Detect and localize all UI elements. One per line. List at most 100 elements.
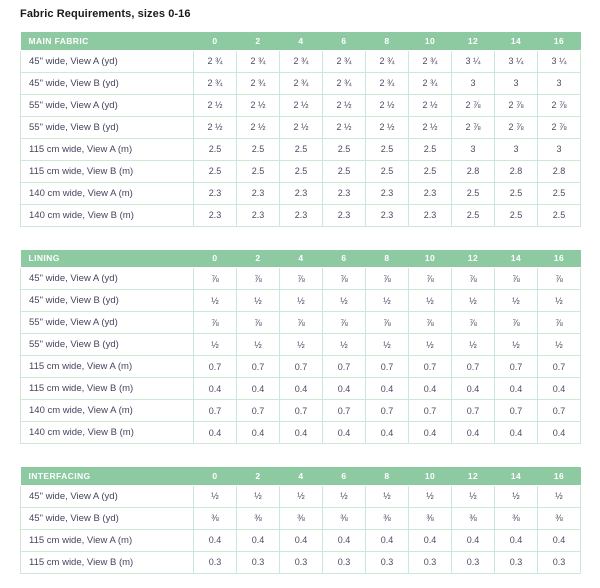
value-cell: 2 ¾ (408, 71, 452, 95)
value-cell: 0.7 (236, 399, 280, 422)
value-cell: ⅜ (408, 506, 452, 530)
value-cell: 2 ¾ (236, 71, 280, 95)
table-name-cell: INTERFACING (20, 467, 194, 486)
value-cell: ½ (322, 289, 366, 312)
value-cell: ½ (236, 484, 280, 508)
table-row: 115 cm wide, View B (m) 0.3 0.3 0.3 0.3 0.3 0.… (20, 550, 581, 574)
value-cell: 2.3 (236, 181, 280, 205)
value-cell: 2.5 (537, 181, 581, 205)
value-cell: 2.3 (408, 181, 452, 205)
value-cell: 0.4 (279, 421, 323, 444)
value-cell: 2 ⅞ (494, 115, 538, 139)
size-header-cell: 16 (537, 249, 581, 268)
value-cell: 0.4 (537, 528, 581, 552)
value-cell: 0.7 (193, 355, 237, 378)
value-cell: 0.4 (365, 421, 409, 444)
size-header-cell: 0 (193, 32, 237, 51)
value-cell: ½ (494, 484, 538, 508)
size-header-cell: 4 (279, 467, 323, 486)
value-cell: ⅞ (236, 267, 280, 290)
value-cell: 0.3 (451, 550, 495, 574)
value-cell: 0.4 (494, 421, 538, 444)
value-cell: 2.5 (451, 203, 495, 227)
value-cell: 0.3 (537, 550, 581, 574)
value-cell: 0.4 (279, 377, 323, 400)
value-cell: ⅜ (322, 506, 366, 530)
value-cell: 0.4 (537, 421, 581, 444)
size-header-cell: 14 (494, 249, 538, 268)
value-cell: 2.8 (537, 159, 581, 183)
value-cell: ⅞ (408, 311, 452, 334)
row-label-cell: 45" wide, View A (yd) (20, 49, 194, 73)
value-cell: 0.4 (408, 528, 452, 552)
value-cell: 0.3 (322, 550, 366, 574)
value-cell: 2 ¾ (408, 49, 452, 73)
value-cell: 2.5 (193, 137, 237, 161)
value-cell: 0.4 (365, 377, 409, 400)
value-cell: 0.4 (365, 528, 409, 552)
table-header-row: INTERFACING 0 2 4 6 8 10 12 14 16 (20, 467, 581, 486)
value-cell: 2.3 (279, 203, 323, 227)
value-cell: ½ (451, 484, 495, 508)
value-cell: ½ (279, 333, 323, 356)
value-cell: 2 ⅞ (537, 93, 581, 117)
value-cell: 0.4 (451, 528, 495, 552)
value-cell: ⅞ (494, 311, 538, 334)
value-cell: 2.5 (365, 137, 409, 161)
value-cell: 2.3 (322, 181, 366, 205)
value-cell: ½ (408, 289, 452, 312)
value-cell: 2.5 (322, 159, 366, 183)
size-header-cell: 8 (365, 249, 409, 268)
row-label-cell: 140 cm wide, View A (m) (20, 181, 194, 205)
value-cell: 3 (451, 71, 495, 95)
table-row: 115 cm wide, View B (m) 2.5 2.5 2.5 2.5 2.5 2.… (20, 159, 581, 183)
table-row: 140 cm wide, View B (m) 0.4 0.4 0.4 0.4 0.4 0.… (20, 421, 581, 444)
table-row: 45" wide, View A (yd) ½ ½ ½ ½ ½ ½ ½ ½ ½ (20, 484, 581, 508)
table-row: 45" wide, View B (yd) ⅜ ⅜ ⅜ ⅜ ⅜ ⅜ ⅜ ⅜ ⅜ (20, 506, 581, 530)
row-label-cell: 115 cm wide, View A (m) (20, 137, 194, 161)
value-cell: 0.4 (236, 377, 280, 400)
table-name-cell: LINING (20, 249, 194, 268)
row-label-cell: 55" wide, View A (yd) (20, 311, 194, 334)
row-label-cell: 115 cm wide, View B (m) (20, 159, 194, 183)
size-header-cell: 0 (193, 467, 237, 486)
value-cell: ⅞ (193, 267, 237, 290)
size-header-cell: 6 (322, 32, 366, 51)
value-cell: 2 ¾ (193, 49, 237, 73)
row-label-cell: 140 cm wide, View B (m) (20, 421, 194, 444)
size-header-cell: 10 (408, 467, 452, 486)
value-cell: 2.3 (322, 203, 366, 227)
value-cell: ½ (537, 484, 581, 508)
value-cell: ½ (322, 484, 366, 508)
value-cell: ⅜ (451, 506, 495, 530)
size-header-cell: 14 (494, 467, 538, 486)
value-cell: 2.5 (451, 181, 495, 205)
row-label-cell: 140 cm wide, View B (m) (20, 203, 194, 227)
value-cell: 0.4 (408, 421, 452, 444)
value-cell: ⅞ (193, 311, 237, 334)
table-row: 115 cm wide, View A (m) 0.7 0.7 0.7 0.7 0.7 0.… (20, 355, 581, 378)
value-cell: 0.4 (494, 528, 538, 552)
size-header-cell: 6 (322, 249, 366, 268)
value-cell: 0.4 (236, 421, 280, 444)
size-header-cell: 12 (451, 32, 495, 51)
value-cell: 0.4 (451, 421, 495, 444)
value-cell: 0.4 (193, 377, 237, 400)
value-cell: ½ (365, 333, 409, 356)
value-cell: 2.5 (193, 159, 237, 183)
value-cell: 0.7 (236, 355, 280, 378)
value-cell: 2 ¾ (365, 71, 409, 95)
row-label-cell: 55" wide, View B (yd) (20, 333, 194, 356)
value-cell: 2.3 (279, 181, 323, 205)
value-cell: 0.4 (279, 528, 323, 552)
value-cell: ⅞ (322, 311, 366, 334)
value-cell: ½ (193, 333, 237, 356)
value-cell: 2 ¾ (322, 71, 366, 95)
row-label-cell: 115 cm wide, View B (m) (20, 377, 194, 400)
value-cell: 0.7 (322, 399, 366, 422)
size-header-cell: 2 (236, 467, 280, 486)
value-cell: 0.7 (322, 355, 366, 378)
value-cell: ⅞ (279, 267, 323, 290)
value-cell: ⅞ (408, 267, 452, 290)
